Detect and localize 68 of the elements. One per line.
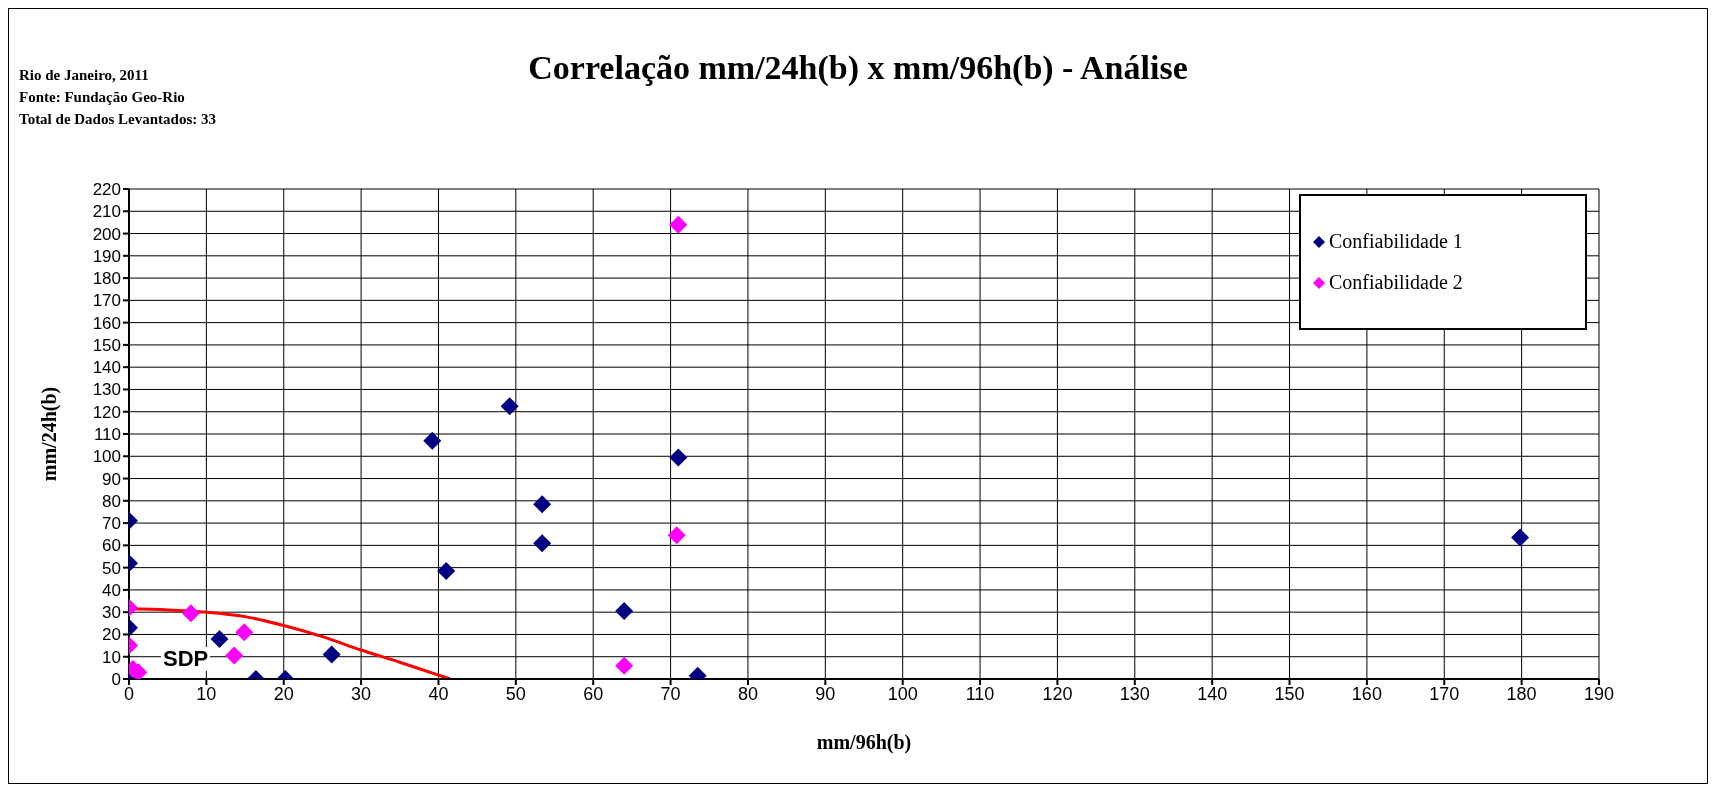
- y-axis-title: mm/24h(b): [38, 386, 62, 482]
- chart-subtitle: Rio de Janeiro, 2011: [19, 66, 150, 85]
- point: [1511, 528, 1530, 547]
- y-tick-label: 220: [92, 180, 121, 200]
- x-tick-label: 0: [123, 683, 135, 704]
- y-tick-label: 80: [102, 491, 121, 511]
- point: [615, 602, 634, 621]
- x-tick-label: 190: [1583, 683, 1615, 704]
- x-tick-label: 10: [196, 683, 217, 704]
- text: Total de Dados Levantados: 33: [19, 110, 216, 129]
- y-tick-label: 160: [92, 313, 121, 333]
- point: [225, 646, 244, 665]
- x-tick-label: 150: [1274, 683, 1305, 704]
- x-tick-label: 20: [273, 683, 294, 704]
- x-tick-label: 80: [737, 683, 758, 704]
- point: [615, 656, 634, 675]
- y-tick-label: 90: [102, 469, 121, 489]
- y-tick-label: 140: [92, 358, 121, 378]
- y-tick-label: 170: [92, 291, 121, 311]
- y-tick-label: 100: [92, 447, 121, 467]
- x-tick-label: 70: [660, 683, 681, 704]
- y-tick-label: 30: [102, 603, 121, 623]
- y-tick-label: 120: [92, 402, 121, 422]
- y-tick-label: 10: [102, 647, 121, 667]
- annotation: SDP: [161, 646, 211, 671]
- x-tick-label: 90: [815, 683, 836, 704]
- y-tick-label: 200: [92, 224, 121, 244]
- point: [322, 645, 341, 664]
- y-tick-label: 40: [102, 580, 121, 600]
- point: [210, 629, 229, 648]
- point: [667, 526, 686, 545]
- legend-label: Confiabilidade 2: [1329, 271, 1463, 294]
- y-tick-label: 60: [102, 536, 121, 556]
- y-tick-label: 210: [92, 202, 121, 222]
- point: [437, 561, 456, 580]
- point: [669, 448, 688, 467]
- x-tick-label: 100: [887, 683, 918, 704]
- point: [181, 604, 200, 623]
- y-tick-label: 150: [92, 335, 121, 355]
- y-tick-label: 190: [92, 246, 121, 266]
- x-tick-label: 170: [1429, 683, 1460, 704]
- point: [423, 431, 442, 450]
- y-tick-label: 70: [102, 514, 121, 534]
- y-tick-label: 50: [102, 558, 121, 578]
- x-tick-label: 60: [583, 683, 604, 704]
- y-tick-label: 0: [111, 670, 121, 690]
- x-tick-label: 110: [965, 683, 995, 704]
- point: [533, 534, 552, 553]
- x-tick-label: 160: [1351, 683, 1382, 704]
- x-tick-label: 120: [1042, 683, 1073, 704]
- x-tick-label: 40: [428, 683, 449, 704]
- point: [235, 623, 254, 642]
- x-tick-label: 180: [1506, 683, 1537, 704]
- y-tick-label: 180: [92, 269, 121, 289]
- x-tick-label: 140: [1197, 683, 1228, 704]
- x-axis-title: mm/96h(b): [816, 731, 912, 754]
- legend-label: Confiabilidade 1: [1329, 230, 1463, 253]
- source-note: Fonte: Fundação Geo-Rio: [19, 88, 186, 107]
- x-tick-label: 130: [1119, 683, 1150, 704]
- x-tick-label: 50: [505, 683, 526, 704]
- chart-title: Correlação mm/24h(b) x mm/96h(b) - Análise: [528, 49, 1188, 86]
- y-tick-label: 110: [93, 425, 121, 445]
- point: [500, 397, 519, 416]
- point: [669, 215, 688, 234]
- x-tick-label: 30: [351, 683, 372, 704]
- point: [533, 495, 552, 514]
- y-tick-label: 20: [102, 625, 121, 645]
- y-tick-label: 130: [92, 380, 121, 400]
